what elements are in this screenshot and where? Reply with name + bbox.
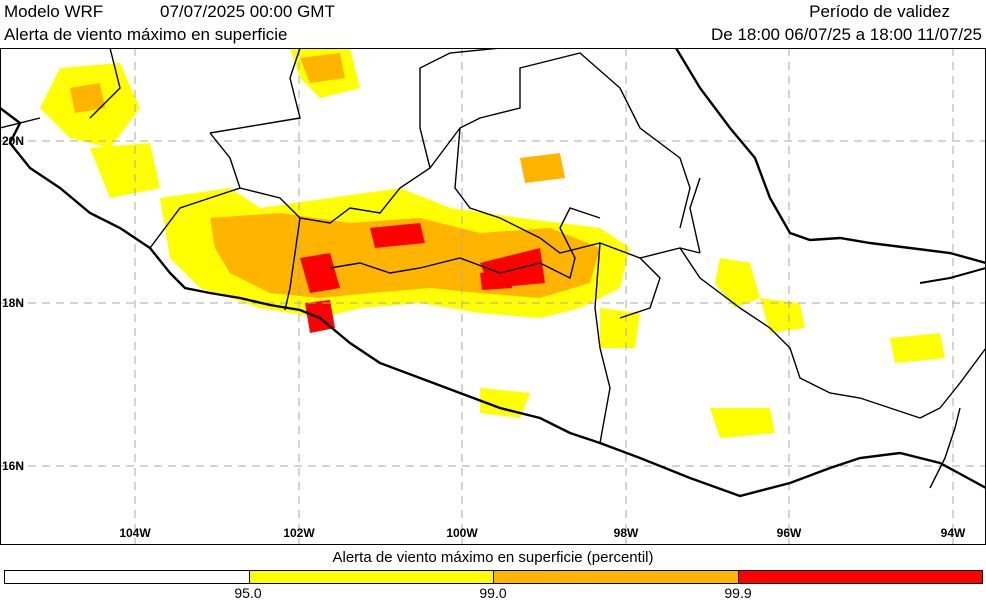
- lat-label-20n: 20N: [2, 134, 24, 148]
- state-border: [0, 117, 41, 129]
- legend-title: Alerta de viento máximo en superficie (p…: [332, 549, 654, 566]
- legend-tick-999: 99.9: [724, 585, 752, 601]
- alert-area-yellow: [600, 308, 640, 348]
- state-border: [284, 217, 301, 311]
- alert-area-yellow: [710, 408, 775, 438]
- lat-label-18n: 18N: [2, 296, 24, 310]
- lon-label-102w: 102W: [283, 526, 315, 540]
- peninsula-edge: [919, 267, 986, 284]
- state-border: [689, 177, 701, 254]
- legend-tick-95: 95.0: [234, 585, 262, 601]
- lon-label-100w: 100W: [446, 526, 478, 540]
- state-border: [429, 52, 691, 229]
- map-subtitle: Alerta de viento máximo en superficie: [4, 25, 288, 44]
- state-border: [919, 347, 986, 419]
- alert-area-orange: [300, 53, 345, 83]
- state-border: [89, 48, 121, 119]
- alert-area-red: [300, 253, 340, 293]
- state-border: [619, 257, 661, 319]
- lon-label-94w: 94W: [941, 526, 966, 540]
- state-border: [679, 247, 921, 419]
- state-border: [209, 48, 301, 134]
- validity-label: Período de validez: [809, 2, 950, 21]
- alert-area-yellow: [480, 388, 530, 418]
- alert-area-red: [370, 223, 425, 248]
- alert-area-red: [480, 270, 512, 290]
- color-bar-class-99-999: [493, 571, 738, 583]
- wind-alert-areas: [40, 48, 945, 438]
- lon-label-98w: 98W: [614, 526, 639, 540]
- state-borders: [0, 48, 986, 489]
- state-border: [454, 127, 521, 229]
- color-bar-class-above-999: [737, 571, 982, 583]
- color-bar-class-95-99: [248, 571, 493, 583]
- validity-range: De 18:00 06/07/25 a 18:00 11/07/25: [711, 25, 982, 44]
- wind-alert-map: 20N 18N 16N 104W 102W 100W 98W 96W 94W: [0, 48, 986, 545]
- state-border: [594, 242, 611, 444]
- alert-area-yellow: [90, 143, 160, 198]
- color-bar-class-below-95: [5, 571, 249, 583]
- run-time: 07/07/2025 00:00 GMT: [160, 2, 335, 21]
- alert-area-yellow: [715, 258, 760, 308]
- state-border: [929, 407, 961, 489]
- alert-area-yellow: [890, 333, 945, 363]
- alert-area-orange: [520, 153, 565, 183]
- state-border: [329, 207, 601, 280]
- alert-area-orange: [70, 83, 105, 113]
- lat-label-16n: 16N: [2, 459, 24, 473]
- gulf-coastline: [674, 48, 986, 265]
- alert-area-yellow: [760, 298, 805, 333]
- lon-label-104w: 104W: [119, 526, 151, 540]
- state-border: [239, 48, 501, 224]
- color-bar: [4, 570, 983, 584]
- model-name: Modelo WRF: [4, 2, 104, 21]
- state-border: [149, 132, 241, 249]
- graticule: [0, 48, 986, 545]
- legend-tick-99: 99.0: [479, 585, 507, 601]
- pacific-coastline: [0, 107, 986, 498]
- lon-label-96w: 96W: [777, 526, 802, 540]
